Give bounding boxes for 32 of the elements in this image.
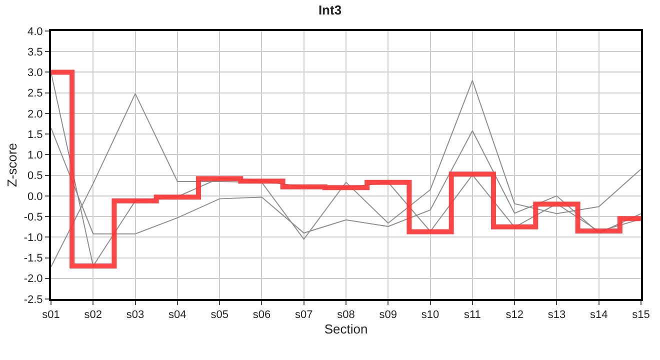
y-tick-label: 3.5 xyxy=(28,46,43,58)
x-tick-label: s12 xyxy=(506,309,524,322)
y-tick-label: -1.0 xyxy=(24,232,43,244)
y-tick-label: 0.0 xyxy=(28,190,43,203)
x-tick-label: s02 xyxy=(84,309,102,322)
x-tick-label: s14 xyxy=(590,309,608,322)
y-axis-title: Z-score xyxy=(4,142,20,188)
x-tick-label: s05 xyxy=(210,309,228,322)
x-tick-label: s10 xyxy=(421,309,440,322)
y-tick-label: 4.0 xyxy=(28,26,43,38)
x-tick-label: s07 xyxy=(294,309,313,322)
x-axis-title: Section xyxy=(324,321,368,336)
y-tick-label: 3.0 xyxy=(28,67,43,80)
chart-title: Int3 xyxy=(318,2,342,18)
x-tick-label: s01 xyxy=(42,309,60,322)
y-tick-label: 2.5 xyxy=(28,88,43,100)
x-tick-label: s15 xyxy=(632,309,650,322)
y-tick-label: -2.5 xyxy=(24,294,43,306)
y-tick-label: -1.5 xyxy=(24,252,43,265)
x-tick-label: s06 xyxy=(252,309,271,322)
x-tick-label: s09 xyxy=(379,309,398,322)
y-tick-label: 1.0 xyxy=(28,150,43,162)
y-tick-label: -0.5 xyxy=(24,211,43,224)
y-tick-label: 0.5 xyxy=(28,170,43,182)
y-tick-label: 2.0 xyxy=(28,108,43,120)
x-tick-label: s13 xyxy=(548,309,566,322)
y-tick-label: -2.0 xyxy=(24,273,43,286)
x-tick-label: s08 xyxy=(337,309,355,322)
x-tick-label: s11 xyxy=(464,309,481,322)
y-tick-label: 1.5 xyxy=(28,128,43,141)
x-tick-label: s04 xyxy=(168,309,186,322)
x-tick-label: s03 xyxy=(126,309,144,322)
